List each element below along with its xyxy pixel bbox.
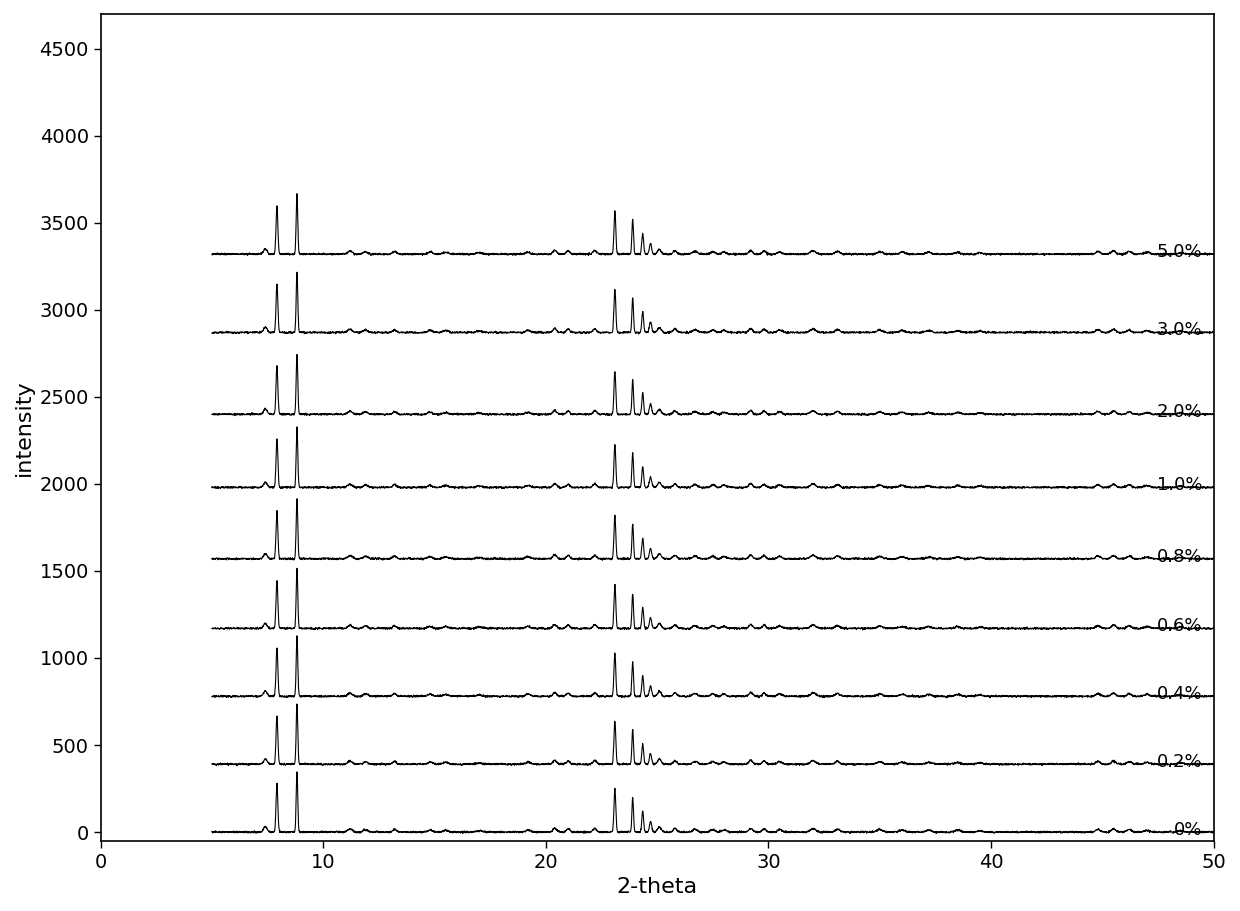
Text: 2.0%: 2.0% xyxy=(1157,404,1203,421)
X-axis label: 2-theta: 2-theta xyxy=(616,877,698,897)
Text: 3.0%: 3.0% xyxy=(1157,322,1203,340)
Text: 0%: 0% xyxy=(1174,821,1203,839)
Text: 1.0%: 1.0% xyxy=(1157,476,1203,495)
Text: 0.8%: 0.8% xyxy=(1157,548,1203,566)
Text: 0.2%: 0.2% xyxy=(1157,753,1203,771)
Text: 5.0%: 5.0% xyxy=(1157,243,1203,261)
Text: 0.4%: 0.4% xyxy=(1157,685,1203,703)
Text: 0.6%: 0.6% xyxy=(1157,618,1203,635)
Y-axis label: intensity: intensity xyxy=(14,379,33,476)
